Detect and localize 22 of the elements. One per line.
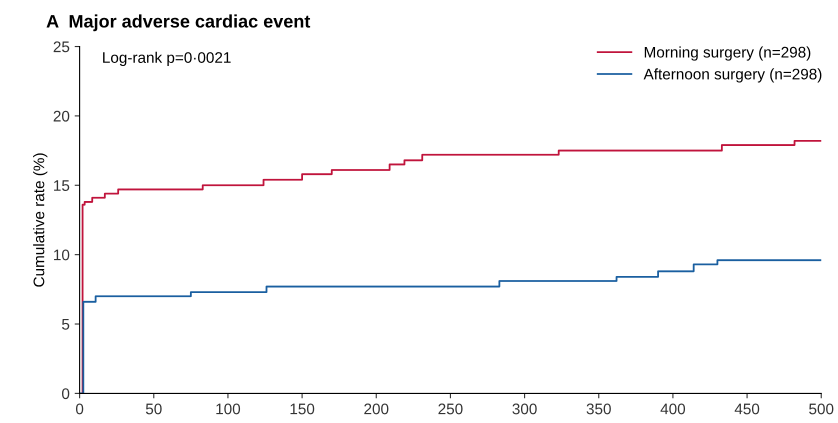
y-tick-label: 0 [62,388,70,400]
y-tick-label: 10 [54,250,70,260]
x-tick-label: 450 [734,404,760,414]
y-tick-label: 15 [54,180,70,191]
annotation: Log-rank p=0·0021 [103,52,231,66]
legend-label: Afternoon surgery (n=298) [644,68,822,83]
x-tick-label: 400 [660,404,686,414]
y-axis-title: Cumulative rate (%) [33,153,48,287]
x-tick-label: 350 [586,404,611,414]
chart-title: A Major adverse cardiac event [46,14,310,32]
y-tick-label: 5 [62,319,70,330]
x-tick-label: 100 [216,404,240,414]
y-tick-label: 25 [54,41,70,52]
x-tick-label: 250 [438,404,463,414]
x-tick-label: 0 [76,404,84,414]
legend-label: Morning surgery (n=298) [644,46,810,61]
y-tick-label: 20 [54,110,70,122]
x-tick-label: 500 [809,404,834,414]
x-tick-label: 300 [512,404,537,414]
x-tick-label: 150 [290,404,314,414]
x-tick-label: 50 [146,404,162,414]
x-tick-label: 200 [364,404,388,414]
